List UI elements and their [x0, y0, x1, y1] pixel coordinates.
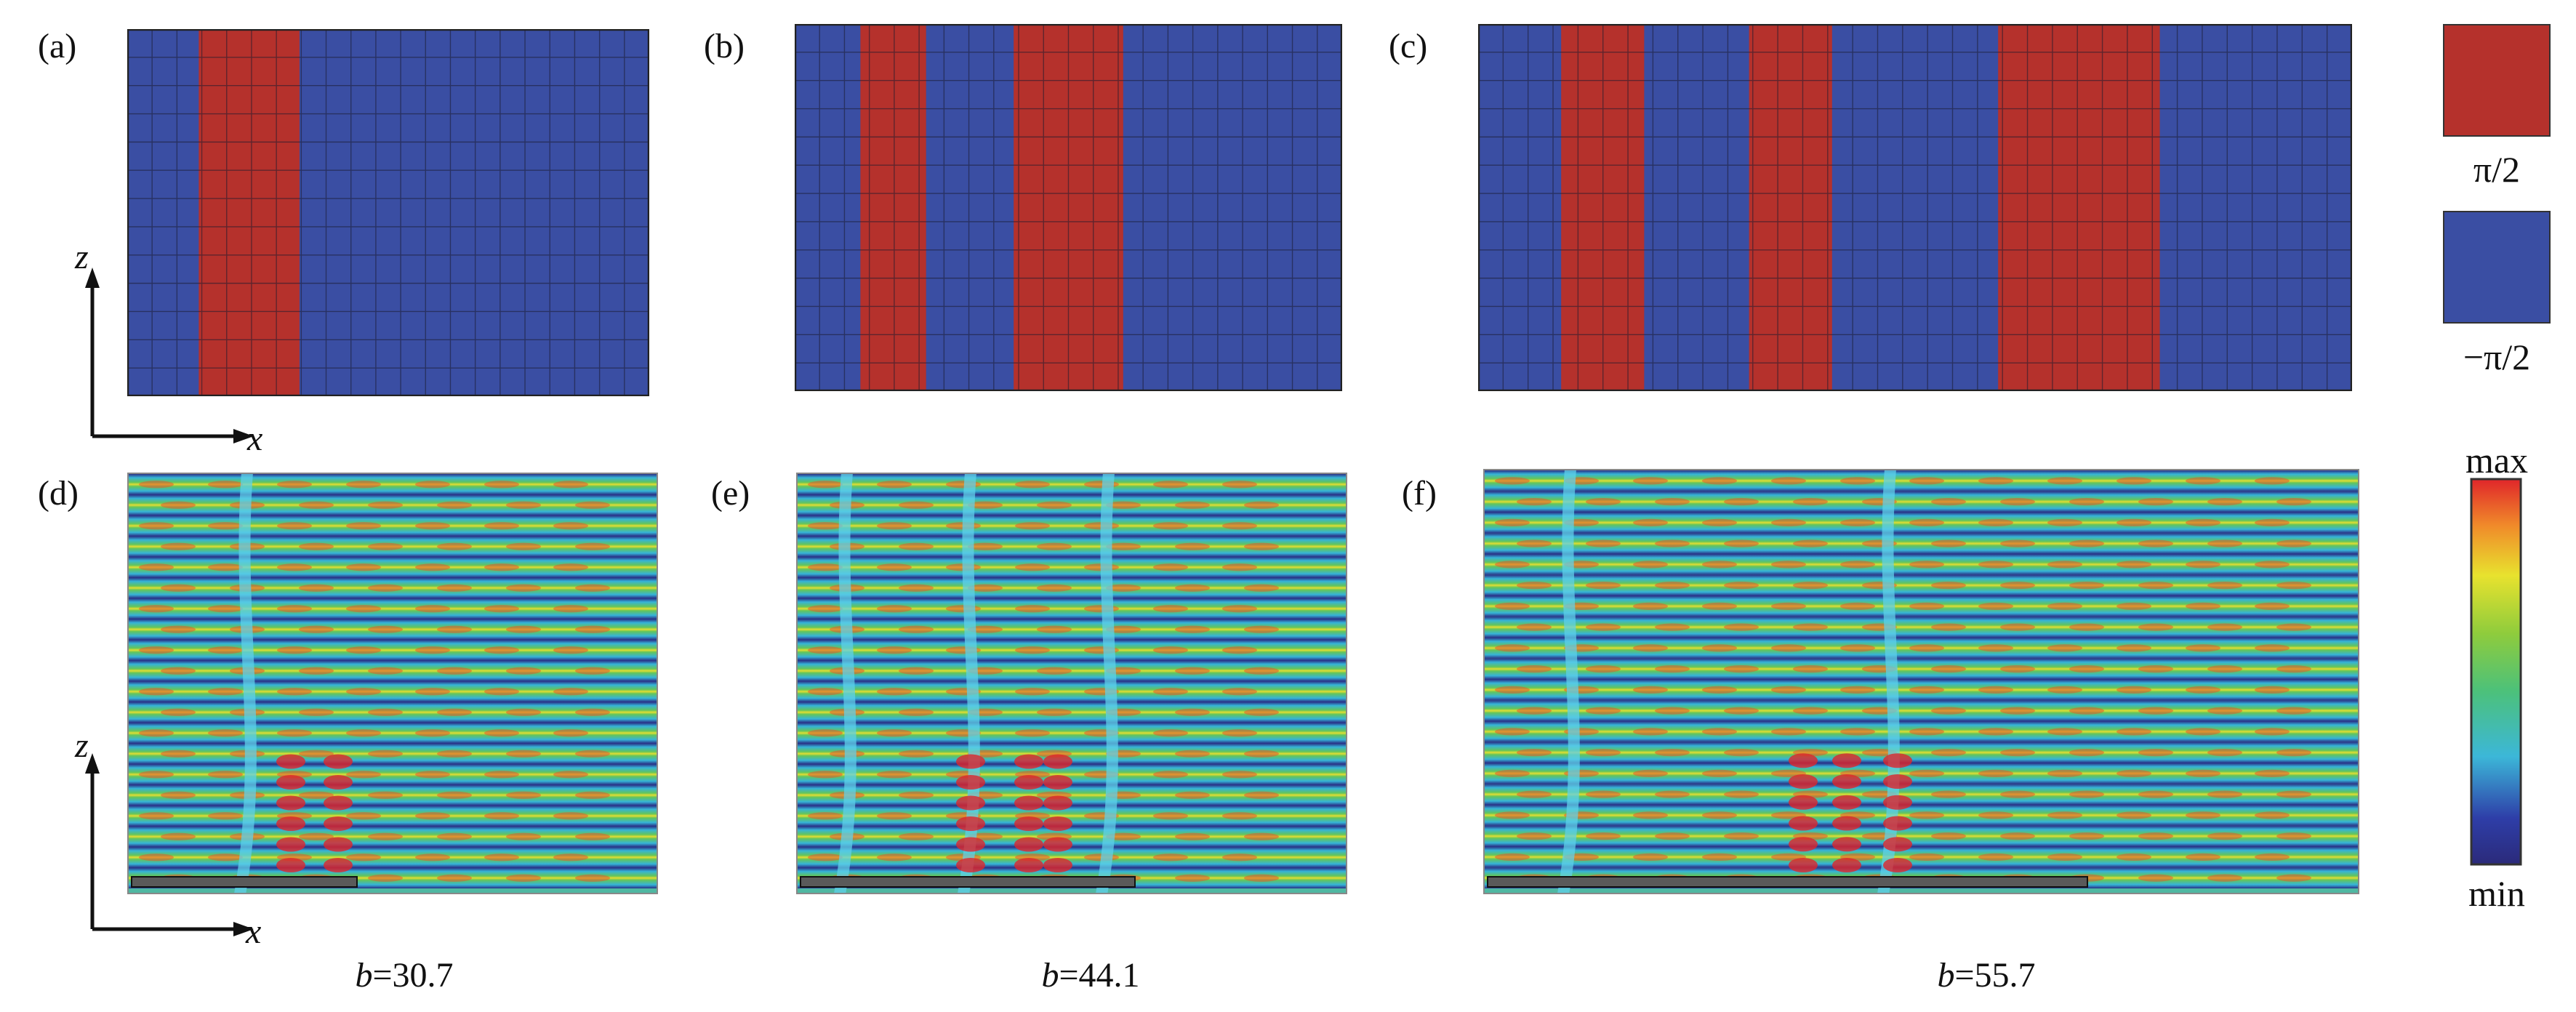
phase-map-b	[795, 24, 1342, 391]
panel-label-b: (b)	[704, 27, 745, 65]
field-hotspots	[1789, 753, 1912, 872]
x-axis-label-top: x	[247, 419, 263, 458]
colorbar-min-label: min	[2468, 873, 2525, 914]
field-map-border	[127, 473, 658, 894]
field-bands	[127, 474, 658, 888]
field-bands	[796, 474, 1347, 888]
source-array	[800, 876, 1136, 888]
source-array	[1487, 876, 2088, 888]
field-hotspots	[956, 754, 1072, 872]
field-map-border	[796, 473, 1347, 894]
legend-swatch-neg	[2443, 211, 2551, 324]
phase-map-border	[795, 24, 1342, 391]
caption-e: b=44.1	[938, 958, 1243, 993]
caption-f-var: b	[1937, 956, 1955, 995]
axis-arrows-top	[85, 268, 254, 443]
caption-f-value: =55.7	[1954, 956, 2036, 995]
legend-swatch-pos	[2443, 24, 2551, 137]
panel-label-e: (e)	[711, 474, 750, 513]
source-array	[131, 876, 358, 888]
z-axis-label-bottom: z	[75, 726, 89, 765]
caption-e-value: =44.1	[1059, 956, 1140, 995]
z-axis-label-top: z	[75, 238, 89, 276]
legend-label-neg: −π/2	[2463, 337, 2531, 377]
panel-label-c: (c)	[1389, 27, 1428, 65]
x-axis-label-bottom: x	[246, 912, 262, 951]
phase-map-border	[127, 29, 649, 396]
panel-label-a: (a)	[38, 27, 77, 65]
field-bands	[1483, 470, 2359, 888]
field-seams	[834, 473, 1118, 894]
phase-stripe-pos-3	[1998, 25, 2160, 390]
caption-d-var: b	[355, 956, 373, 995]
field-hotspots	[276, 754, 353, 872]
caption-d-value: =30.7	[372, 956, 454, 995]
phase-map-border	[1478, 24, 2352, 391]
caption-f: b=55.7	[1834, 958, 2139, 993]
phase-stripe-pos-1	[860, 25, 926, 390]
field-map-d	[127, 473, 658, 894]
phase-map-a	[127, 29, 649, 396]
field-map-e	[796, 473, 1347, 894]
panel-label-f: (f)	[1402, 474, 1437, 513]
axis-arrows-bottom	[85, 753, 254, 936]
mesh-grid	[1478, 24, 2352, 391]
field-map-f	[1483, 469, 2359, 894]
mesh-grid	[127, 29, 649, 396]
mesh-grid	[795, 24, 1342, 391]
caption-d: b=30.7	[252, 958, 557, 993]
caption-e-var: b	[1041, 956, 1059, 995]
field-seams	[234, 473, 257, 894]
colorbar-max-label: max	[2465, 440, 2529, 481]
colorbar	[2470, 478, 2522, 866]
phase-map-c	[1478, 24, 2352, 391]
legend-label-pos: π/2	[2473, 149, 2521, 190]
field-seams	[1557, 469, 1900, 894]
field-map-border	[1483, 469, 2359, 894]
phase-stripe-pos-2	[1749, 25, 1832, 390]
phase-stripe-pos-1	[198, 30, 300, 395]
panel-label-d: (d)	[38, 474, 79, 513]
